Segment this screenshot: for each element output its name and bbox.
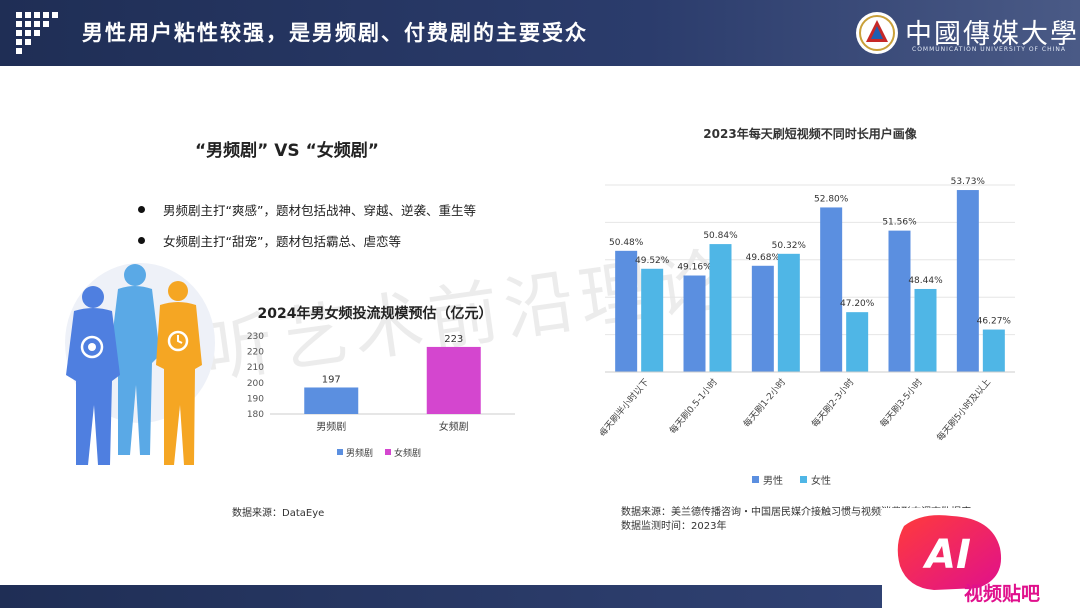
- left-chart-ytick: 220: [247, 348, 264, 358]
- left-chart-legend-label: 男频剧: [346, 447, 373, 459]
- people-illustration: [65, 263, 215, 465]
- left-chart-data-label: 223: [444, 334, 463, 345]
- bullet-item: 女频剧主打“甜宠”，题材包括霸总、虐恋等: [138, 231, 476, 250]
- person-middle-icon: [110, 264, 160, 455]
- right-chart-data-label: 49.68%: [746, 253, 781, 263]
- footer-bar: [0, 585, 1080, 608]
- right-chart-category-label: 每天刷3-5小时: [877, 376, 925, 429]
- bullet-dot-icon: [138, 237, 145, 244]
- header-bar: 男性用户粘性较强，是男频剧、付费剧的主要受众 中國傳媒大學 COMMUNICAT…: [0, 0, 1080, 66]
- left-chart-ytick: 190: [247, 394, 264, 404]
- left-chart-legend-swatch: [385, 449, 391, 455]
- right-chart-bar: [641, 268, 664, 372]
- right-chart-bar: [846, 312, 869, 372]
- bullet-text: 女频剧主打“甜宠”，题材包括霸总、虐恋等: [163, 234, 401, 249]
- university-emblem-icon: [856, 12, 898, 54]
- right-chart-legend-swatch: [752, 476, 759, 483]
- right-chart-data-label: 47.20%: [840, 299, 875, 309]
- bullet-text: 男频剧主打“爽感”，题材包括战神、穿越、逆袭、重生等: [163, 203, 476, 218]
- right-chart-data-label: 50.32%: [772, 241, 807, 251]
- left-source-text: 数据来源：DataEye: [232, 508, 325, 519]
- bullet-item: 男频剧主打“爽感”，题材包括战神、穿越、逆袭、重生等: [138, 200, 476, 219]
- left-chart-title: 2024年男女频投流规模预估（亿元）: [258, 305, 493, 322]
- right-chart-legend-label: 女性: [811, 474, 831, 487]
- right-chart-data-label: 50.84%: [703, 231, 738, 241]
- right-chart-category-label: 每天刷5小时及以上: [934, 376, 993, 443]
- right-chart-bar: [751, 265, 774, 372]
- left-chart-ytick: 200: [247, 379, 264, 389]
- right-chart-data-label: 46.27%: [977, 317, 1012, 327]
- right-chart-bar: [820, 207, 843, 372]
- left-chart-legend-swatch: [337, 449, 343, 455]
- right-chart-category-label: 每天刷0.5-1小时: [667, 376, 720, 436]
- bullet-dot-icon: [138, 206, 145, 213]
- right-source-line2: 数据监测时间：2023年: [621, 521, 727, 532]
- left-chart-legend-label: 女频剧: [394, 447, 421, 459]
- ai-video-badge: AI 视频贴吧: [882, 508, 1080, 608]
- university-subtitle: COMMUNICATION UNIVERSITY OF CHINA: [912, 46, 1066, 53]
- right-chart-data-label: 50.48%: [609, 238, 644, 248]
- ai-badge-text: AI: [922, 532, 971, 578]
- right-chart-bar: [777, 253, 800, 372]
- right-chart-category-label: 每天刷1-2小时: [741, 376, 789, 429]
- bullet-list: 男频剧主打“爽感”，题材包括战神、穿越、逆袭、重生等 女频剧主打“甜宠”，题材包…: [138, 200, 476, 262]
- right-chart-bar: [709, 244, 732, 372]
- right-chart-legend-label: 男性: [763, 474, 783, 487]
- right-source-line1: 数据来源：美兰德传播咨询・中国居民媒介接触习惯与视频消费形态调查数据库: [621, 507, 971, 518]
- left-bar-chart: 2024年男女频投流规模预估（亿元） 180 190 200 210 220 230 197…: [247, 305, 515, 459]
- person-left-icon: [66, 286, 120, 465]
- right-chart-bar: [615, 250, 638, 372]
- ai-badge-subtext: 视频贴吧: [964, 582, 1040, 605]
- right-chart-data-label: 53.73%: [951, 177, 986, 187]
- page-title: 男性用户粘性较强，是男频剧、付费剧的主要受众: [82, 21, 588, 45]
- right-chart-bar: [982, 329, 1005, 372]
- right-chart-bar: [683, 275, 706, 372]
- left-chart-ytick: 230: [247, 332, 264, 342]
- left-chart-ytick: 180: [247, 410, 264, 420]
- left-chart-bar: [304, 387, 359, 414]
- left-chart-bar: [426, 346, 481, 414]
- ai-badge-icon: AI 视频贴吧: [897, 515, 1040, 605]
- right-bar-chart: 2023年每天刷短视频不同时长用户画像 50.48% 49.52% 每天刷半小时以下…: [600, 126, 1015, 487]
- right-chart-data-label: 52.80%: [814, 194, 849, 204]
- vs-title: “男频剧” VS “女频剧”: [195, 141, 379, 161]
- left-chart-ytick: 210: [247, 363, 264, 373]
- right-chart-data-label: 49.16%: [677, 263, 712, 273]
- right-chart-title: 2023年每天刷短视频不同时长用户画像: [703, 126, 917, 141]
- pixel-logo-icon: [16, 12, 58, 54]
- left-chart-category-label: 女频剧: [439, 420, 469, 433]
- university-name: 中國傳媒大學: [905, 19, 1079, 50]
- person-right-icon: [156, 281, 202, 465]
- right-chart-bar: [888, 230, 911, 372]
- right-chart-data-label: 49.52%: [635, 256, 670, 266]
- right-chart-legend-swatch: [800, 476, 807, 483]
- left-chart-category-label: 男频剧: [316, 420, 346, 433]
- right-chart-data-label: 51.56%: [882, 218, 917, 228]
- right-chart-category-label: 每天刷2-3小时: [809, 376, 857, 429]
- right-chart-bar: [914, 288, 937, 372]
- left-chart-data-label: 197: [322, 374, 341, 385]
- right-chart-bar: [956, 190, 979, 372]
- right-chart-category-label: 每天刷半小时以下: [600, 376, 651, 439]
- right-chart-data-label: 48.44%: [908, 276, 943, 286]
